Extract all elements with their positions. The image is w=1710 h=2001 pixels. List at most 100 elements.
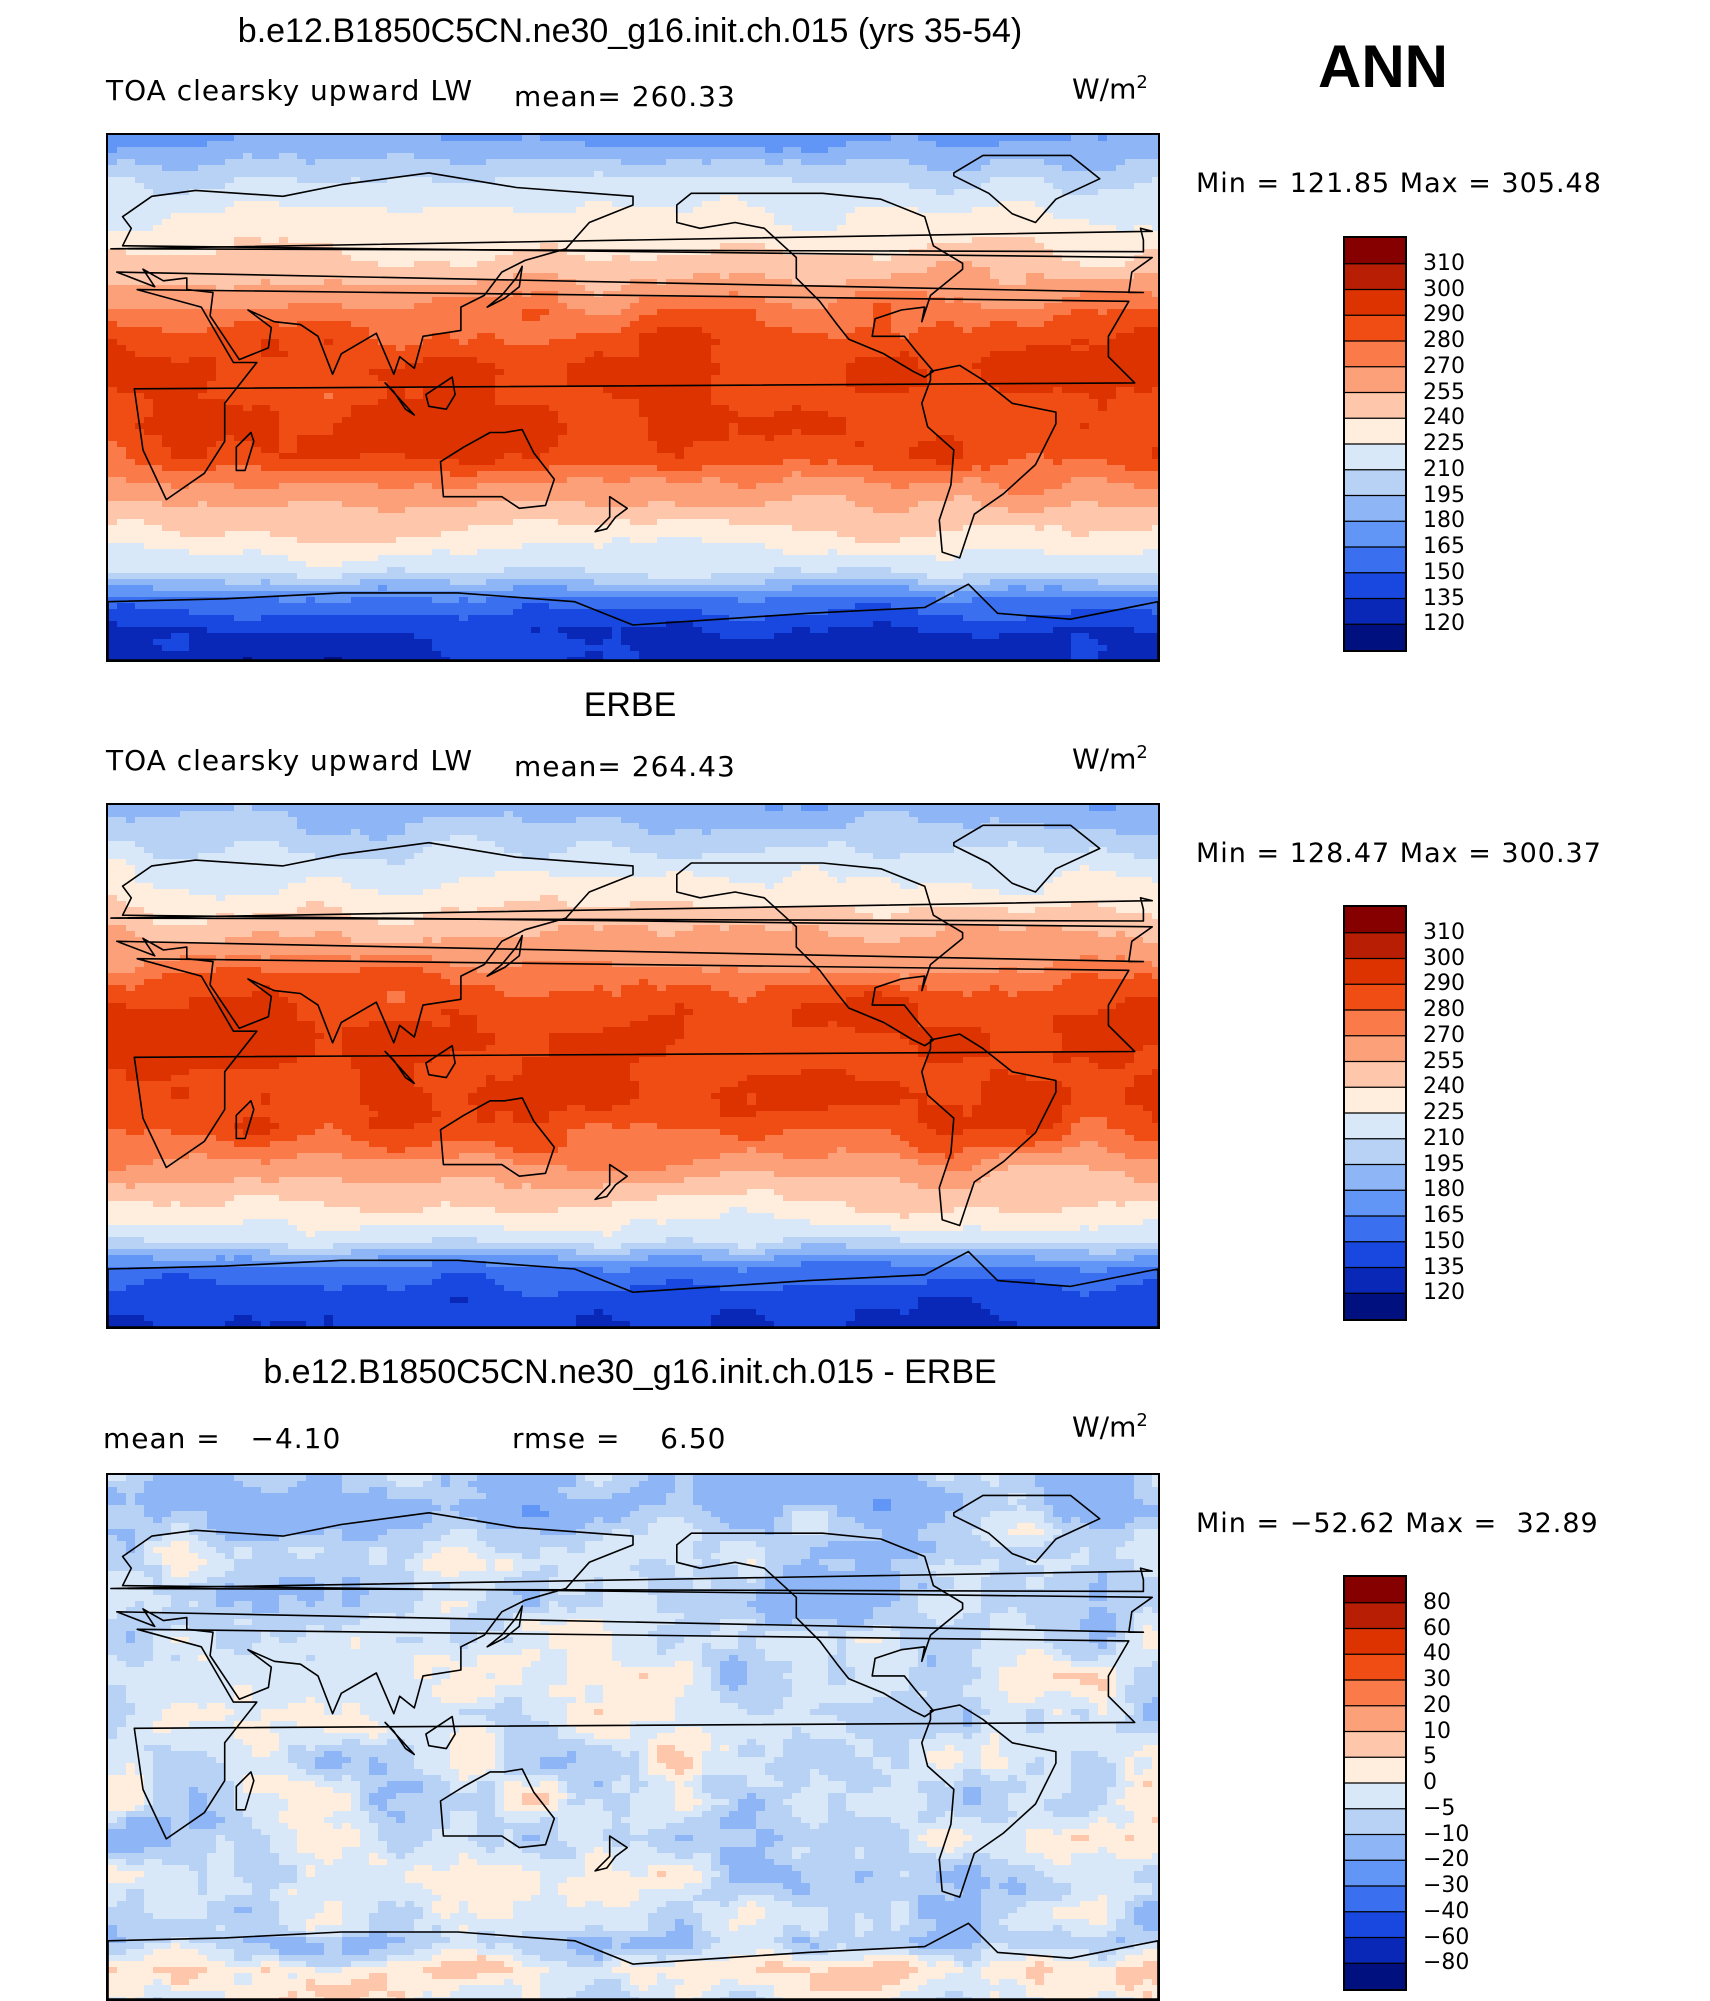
colorbar-tick-label: −5 — [1423, 1798, 1455, 1820]
colorbar-tick-label: 300 — [1423, 948, 1465, 970]
panel3-rmse: rmse = 6.50 — [512, 1422, 726, 1455]
panel2-map — [106, 803, 1160, 1329]
colorbar-bin — [1345, 1629, 1405, 1655]
colorbar-bin — [1345, 1912, 1405, 1938]
panel1-units: W/m2 — [1072, 72, 1148, 105]
colorbar-bin — [1345, 264, 1405, 290]
colorbar-bin — [1345, 959, 1405, 985]
colorbar-tick-label: −80 — [1423, 1952, 1469, 1974]
colorbar-tick-label: 210 — [1423, 1128, 1465, 1150]
colorbar-bin — [1345, 1938, 1405, 1964]
panel3-title: b.e12.B1850C5CN.ne30_g16.init.ch.015 - E… — [100, 1353, 1160, 1392]
colorbar-bin — [1345, 1835, 1405, 1861]
panel1-colorbar — [1343, 236, 1407, 652]
colorbar-bin — [1345, 1783, 1405, 1809]
colorbar-bin — [1345, 290, 1405, 316]
map-field — [108, 1475, 1158, 1999]
colorbar-tick-label: 290 — [1423, 973, 1465, 995]
colorbar-bin — [1345, 315, 1405, 341]
colorbar-tick-label: 165 — [1423, 1205, 1465, 1227]
colorbar-tick-label: 280 — [1423, 999, 1465, 1021]
panel3-min-value: −52.62 — [1290, 1508, 1396, 1539]
colorbar-tick-label: 255 — [1423, 1051, 1465, 1073]
colorbar-bin — [1345, 933, 1405, 959]
panel1-mean: mean= 260.33 — [514, 80, 736, 113]
colorbar-bin — [1345, 1860, 1405, 1886]
colorbar-tick-label: 135 — [1423, 588, 1465, 610]
colorbar-tick-label: 225 — [1423, 1102, 1465, 1124]
colorbar-tick-label: 240 — [1423, 407, 1465, 429]
panel1-minmax: Min = 121.85 Max = 305.48 — [1196, 168, 1602, 199]
map-field — [108, 135, 1158, 660]
panel1-variable: TOA clearsky upward LW — [106, 74, 473, 107]
colorbar-bin — [1345, 1087, 1405, 1113]
colorbar-tick-label: 240 — [1423, 1076, 1465, 1098]
map-field — [108, 805, 1158, 1327]
colorbar-bin — [1345, 393, 1405, 419]
panel2-title: ERBE — [100, 686, 1160, 725]
panel2-minmax: Min = 128.47 Max = 300.37 — [1196, 838, 1602, 869]
panel1-title: b.e12.B1850C5CN.ne30_g16.init.ch.015 (yr… — [100, 12, 1160, 51]
panel3-max-value: 32.89 — [1516, 1508, 1598, 1539]
panel3-mean-label: mean = — [103, 1422, 221, 1455]
colorbar-bin — [1345, 341, 1405, 367]
colorbar-tick-label: 180 — [1423, 510, 1465, 532]
colorbar-tick-label: 310 — [1423, 253, 1465, 275]
colorbar-tick-label: 300 — [1423, 279, 1465, 301]
colorbar-tick-label: −30 — [1423, 1875, 1469, 1897]
panel2-units: W/m2 — [1072, 742, 1148, 775]
colorbar-bin — [1345, 521, 1405, 547]
colorbar-bin — [1345, 1036, 1405, 1062]
panel3-units: W/m2 — [1072, 1410, 1148, 1443]
colorbar-bin — [1345, 1577, 1405, 1603]
colorbar-bin — [1345, 1293, 1405, 1319]
colorbar-tick-label: 30 — [1423, 1669, 1451, 1691]
colorbar-bin — [1345, 238, 1405, 264]
colorbar-bin — [1345, 1268, 1405, 1294]
panel2-mean: mean= 264.43 — [514, 750, 736, 783]
panel3-map — [106, 1473, 1160, 2001]
colorbar-bin — [1345, 624, 1405, 650]
colorbar-tick-label: −60 — [1423, 1927, 1469, 1949]
colorbar-tick-label: −40 — [1423, 1901, 1469, 1923]
colorbar-bin — [1345, 1165, 1405, 1191]
colorbar-bin — [1345, 573, 1405, 599]
colorbar-tick-label: 150 — [1423, 562, 1465, 584]
panel2-min-value: 128.47 — [1290, 838, 1390, 869]
colorbar-tick-label: 270 — [1423, 356, 1465, 378]
colorbar-bin — [1345, 1603, 1405, 1629]
colorbar-bin — [1345, 1680, 1405, 1706]
colorbar-tick-label: 5 — [1423, 1746, 1437, 1768]
colorbar-tick-label: 80 — [1423, 1592, 1451, 1614]
panel2-mean-value: 264.43 — [632, 750, 736, 783]
colorbar-tick-label: 135 — [1423, 1257, 1465, 1279]
colorbar-bin — [1345, 1809, 1405, 1835]
colorbar-tick-label: 40 — [1423, 1643, 1451, 1665]
colorbar-bin — [1345, 1654, 1405, 1680]
colorbar-bin — [1345, 599, 1405, 625]
colorbar-tick-label: 255 — [1423, 382, 1465, 404]
colorbar-tick-label: 195 — [1423, 1154, 1465, 1176]
panel3-mean-value: −4.10 — [250, 1422, 341, 1455]
colorbar-bin — [1345, 367, 1405, 393]
colorbar-tick-label: 0 — [1423, 1772, 1437, 1794]
colorbar-tick-label: 165 — [1423, 536, 1465, 558]
colorbar-tick-label: 210 — [1423, 459, 1465, 481]
colorbar-bin — [1345, 1190, 1405, 1216]
panel1-min-value: 121.85 — [1290, 168, 1390, 199]
colorbar-bin — [1345, 1062, 1405, 1088]
colorbar-bin — [1345, 1732, 1405, 1758]
colorbar-bin — [1345, 1139, 1405, 1165]
colorbar-bin — [1345, 1757, 1405, 1783]
colorbar-bin — [1345, 984, 1405, 1010]
colorbar-tick-label: 120 — [1423, 1282, 1465, 1304]
colorbar-tick-label: 10 — [1423, 1721, 1451, 1743]
colorbar-bin — [1345, 1242, 1405, 1268]
colorbar-bin — [1345, 1963, 1405, 1989]
colorbar-tick-label: 225 — [1423, 433, 1465, 455]
panel3-rmse-label: rmse = — [512, 1422, 620, 1455]
season-label: ANN — [1318, 32, 1448, 101]
colorbar-bin — [1345, 418, 1405, 444]
colorbar-tick-label: −10 — [1423, 1824, 1469, 1846]
panel2-mean-label: mean= — [514, 750, 622, 783]
